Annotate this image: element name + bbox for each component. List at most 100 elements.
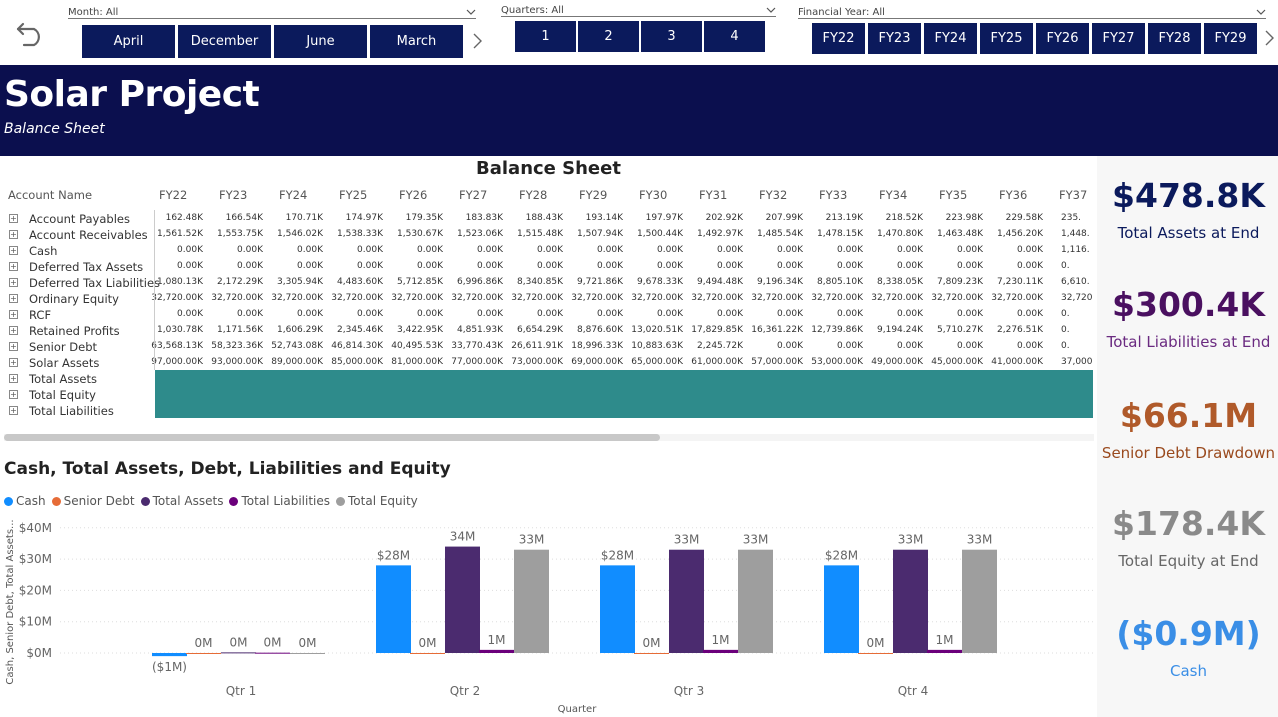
data-label: 33M	[898, 533, 924, 547]
expand-row-icon[interactable]: +	[9, 358, 18, 367]
table-cell: 0.00K	[177, 245, 203, 255]
quarter-tile-1[interactable]: 1	[515, 21, 576, 52]
month-tile-december[interactable]: December	[178, 25, 271, 58]
row-label: Total Liabilities	[29, 404, 114, 418]
table-cell: 0.00K	[537, 261, 563, 271]
bar-cash	[376, 565, 411, 653]
fy-tile-fy24[interactable]: FY24	[924, 23, 977, 54]
table-cell: 5,710.27K	[937, 325, 983, 335]
table-cell: 1,530.67K	[397, 229, 443, 239]
fy-tile-fy28[interactable]: FY28	[1148, 23, 1201, 54]
column-header-fy34[interactable]: FY34	[879, 188, 908, 202]
expand-row-icon[interactable]: +	[9, 326, 18, 335]
table-cell: 46,814.30K	[331, 341, 383, 351]
legend-item[interactable]: Cash	[4, 494, 46, 508]
quarters-dropdown-chevron-icon[interactable]	[766, 5, 776, 15]
data-label: 33M	[519, 533, 545, 547]
month-tile-june[interactable]: June	[274, 25, 367, 58]
financial-year-dropdown-chevron-icon[interactable]	[1256, 7, 1266, 17]
expand-row-icon[interactable]: +	[9, 230, 18, 239]
legend-item[interactable]: Total Liabilities	[229, 494, 330, 508]
quarter-tile-4[interactable]: 4	[704, 21, 765, 52]
table-cell: 40,495.53K	[391, 341, 443, 351]
financial-year-scroll-right-icon[interactable]	[1262, 29, 1276, 47]
table-cell: 17,829.85K	[691, 325, 743, 335]
expand-row-icon[interactable]: +	[9, 278, 18, 287]
expand-row-icon[interactable]: +	[9, 342, 18, 351]
bar-total-assets	[893, 549, 928, 653]
data-label: 33M	[743, 533, 769, 547]
table-cell: 0.00K	[657, 309, 683, 319]
column-header-fy37[interactable]: FY37	[1059, 188, 1088, 202]
table-cell: 188.43K	[525, 213, 563, 223]
table-cell: 0.00K	[237, 245, 263, 255]
expand-row-icon[interactable]: +	[9, 246, 18, 255]
column-header-fy31[interactable]: FY31	[699, 188, 728, 202]
column-header-fy30[interactable]: FY30	[639, 188, 668, 202]
month-slicer-underline	[68, 18, 476, 19]
fy-tile-fy25[interactable]: FY25	[980, 23, 1033, 54]
column-header-fy24[interactable]: FY24	[279, 188, 308, 202]
month-tile-april[interactable]: April	[82, 25, 175, 58]
column-header-fy28[interactable]: FY28	[519, 188, 548, 202]
bar-senior-debt	[410, 653, 445, 654]
table-cell: 193.14K	[585, 213, 623, 223]
data-label: 1M	[488, 633, 506, 647]
column-header-fy32[interactable]: FY32	[759, 188, 788, 202]
column-header-fy33[interactable]: FY33	[819, 188, 848, 202]
legend-item[interactable]: Total Assets	[140, 494, 223, 508]
table-cell: 89,000.00K	[271, 357, 323, 367]
y-tick-label: $40M	[19, 521, 52, 535]
expand-row-icon[interactable]: +	[9, 374, 18, 383]
legend-item[interactable]: Total Equity	[336, 494, 418, 508]
month-tile-march[interactable]: March	[370, 25, 463, 58]
column-header-fy25[interactable]: FY25	[339, 188, 368, 202]
account-name-header[interactable]: Account Name	[8, 188, 93, 202]
expand-row-icon[interactable]: +	[9, 294, 18, 303]
table-scroll-thumb[interactable]	[4, 434, 660, 441]
table-cell: 0.00K	[837, 245, 863, 255]
table-cell: 32,720.00K	[631, 293, 683, 303]
table-cell: 73,000.00K	[511, 357, 563, 367]
expand-row-icon[interactable]: +	[9, 262, 18, 271]
month-dropdown-chevron-icon[interactable]	[466, 7, 476, 17]
fy-tile-fy27[interactable]: FY27	[1092, 23, 1145, 54]
table-cell: 0.00K	[897, 341, 923, 351]
column-header-fy27[interactable]: FY27	[459, 188, 488, 202]
column-header-fy26[interactable]: FY26	[399, 188, 428, 202]
table-cell: 0.00K	[357, 309, 383, 319]
month-scroll-right-icon[interactable]	[470, 32, 484, 50]
table-cell: 0.00K	[777, 261, 803, 271]
column-header-fy22[interactable]: FY22	[159, 188, 188, 202]
expand-row-icon[interactable]: +	[9, 310, 18, 319]
financial-year-slicer-underline	[798, 18, 1266, 19]
table-cell: 213.19K	[825, 213, 863, 223]
table-cell: 77,000.00K	[451, 357, 503, 367]
table-cell: 6,610.	[1061, 277, 1090, 287]
back-button[interactable]	[14, 14, 48, 48]
table-cell: 1,116.	[1061, 245, 1090, 255]
column-header-fy36[interactable]: FY36	[999, 188, 1028, 202]
expand-row-icon[interactable]: +	[9, 390, 18, 399]
fy-tile-fy22[interactable]: FY22	[812, 23, 865, 54]
table-cell: 0.00K	[897, 245, 923, 255]
fy-tile-fy23[interactable]: FY23	[868, 23, 921, 54]
column-header-fy23[interactable]: FY23	[219, 188, 248, 202]
expand-row-icon[interactable]: +	[9, 214, 18, 223]
expand-row-icon[interactable]: +	[9, 406, 18, 415]
table-cell: 197.97K	[645, 213, 683, 223]
column-header-fy29[interactable]: FY29	[579, 188, 608, 202]
legend-item[interactable]: Senior Debt	[51, 494, 135, 508]
data-label: 0M	[419, 636, 437, 650]
table-cell: 0.00K	[777, 245, 803, 255]
column-header-fy35[interactable]: FY35	[939, 188, 968, 202]
quarter-tile-2[interactable]: 2	[578, 21, 639, 52]
quarter-tile-3[interactable]: 3	[641, 21, 702, 52]
fy-tile-fy29[interactable]: FY29	[1204, 23, 1257, 54]
table-cell: 1,470.80K	[877, 229, 923, 239]
table-cell: 0.	[1061, 325, 1070, 335]
bar-total-assets	[445, 546, 480, 653]
fy-tile-fy26[interactable]: FY26	[1036, 23, 1089, 54]
kpi-label: Total Liabilities at End	[1106, 333, 1271, 351]
table-cell: 32,720.00K	[271, 293, 323, 303]
